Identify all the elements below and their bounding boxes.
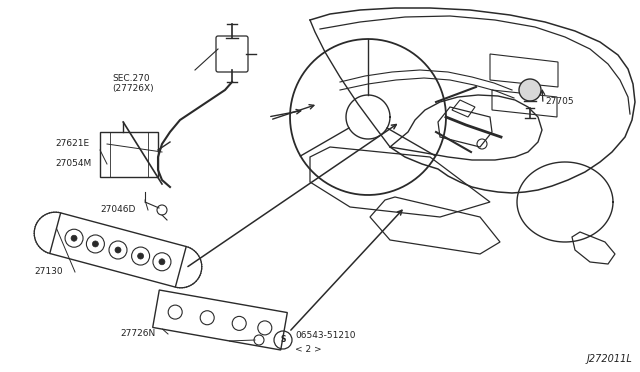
- Text: 27726N: 27726N: [120, 330, 156, 339]
- Text: < 2 >: < 2 >: [295, 344, 322, 353]
- Circle shape: [115, 247, 121, 253]
- Text: 06543-51210: 06543-51210: [295, 330, 355, 340]
- Text: 27621E: 27621E: [55, 140, 89, 148]
- Circle shape: [519, 79, 541, 101]
- Text: SEC.270
(27726X): SEC.270 (27726X): [112, 74, 154, 93]
- Circle shape: [159, 259, 165, 265]
- Text: 27054M: 27054M: [55, 160, 92, 169]
- Circle shape: [138, 253, 143, 259]
- Text: S: S: [280, 336, 285, 344]
- Text: 27046D: 27046D: [100, 205, 136, 215]
- Text: 27130: 27130: [34, 267, 63, 276]
- Text: J272011L: J272011L: [586, 354, 632, 364]
- Circle shape: [92, 241, 99, 247]
- Text: 27705: 27705: [545, 97, 573, 106]
- Circle shape: [71, 235, 77, 241]
